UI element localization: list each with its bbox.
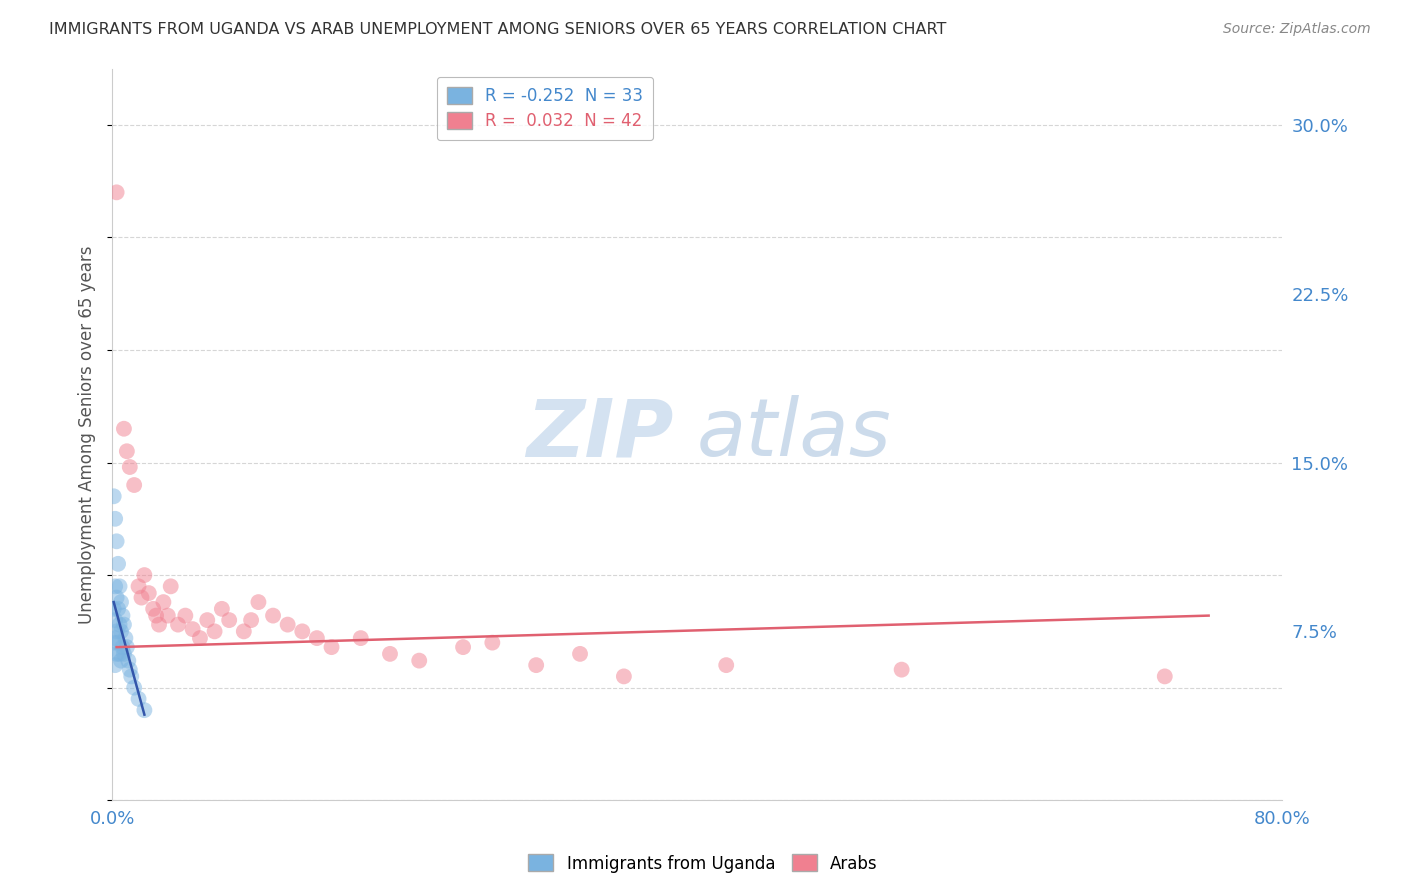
Point <box>524 658 547 673</box>
Text: IMMIGRANTS FROM UGANDA VS ARAB UNEMPLOYMENT AMONG SENIORS OVER 65 YEARS CORRELAT: IMMIGRANTS FROM UGANDA VS ARAB UNEMPLOYM… <box>49 22 946 37</box>
Point <box>156 608 179 623</box>
Point <box>138 586 160 600</box>
Point <box>104 579 127 593</box>
Point <box>115 444 138 458</box>
Point <box>291 624 314 639</box>
Point <box>112 422 135 436</box>
Point <box>204 624 226 639</box>
Point <box>350 631 373 645</box>
Point <box>148 617 170 632</box>
Text: Source: ZipAtlas.com: Source: ZipAtlas.com <box>1223 22 1371 37</box>
Y-axis label: Unemployment Among Seniors over 65 years: Unemployment Among Seniors over 65 years <box>79 245 96 624</box>
Point <box>105 186 128 200</box>
Point <box>118 460 141 475</box>
Point <box>408 654 430 668</box>
Point <box>104 631 127 645</box>
Point <box>107 557 129 571</box>
Point <box>716 658 738 673</box>
Point <box>108 647 131 661</box>
Point <box>247 595 270 609</box>
Point <box>134 703 156 717</box>
Point <box>240 613 263 627</box>
Point <box>104 613 127 627</box>
Point <box>103 602 125 616</box>
Point <box>174 608 197 623</box>
Point <box>159 579 181 593</box>
Point <box>128 579 150 593</box>
Point <box>105 534 128 549</box>
Point <box>110 624 132 639</box>
Point <box>107 602 129 616</box>
Point <box>305 631 328 645</box>
Point <box>451 640 474 654</box>
Point <box>115 640 138 654</box>
Point <box>128 692 150 706</box>
Point <box>167 617 190 632</box>
Point <box>104 658 127 673</box>
Point <box>105 647 128 661</box>
Point <box>105 624 128 639</box>
Point <box>613 669 636 683</box>
Point <box>103 489 125 503</box>
Point <box>112 647 135 661</box>
Text: atlas: atlas <box>697 395 891 474</box>
Point <box>890 663 912 677</box>
Point <box>142 602 165 616</box>
Point <box>108 617 131 632</box>
Point <box>188 631 211 645</box>
Point <box>103 635 125 649</box>
Point <box>145 608 167 623</box>
Point <box>104 512 127 526</box>
Point <box>232 624 254 639</box>
Point <box>195 613 218 627</box>
Point <box>262 608 284 623</box>
Point <box>321 640 343 654</box>
Legend: Immigrants from Uganda, Arabs: Immigrants from Uganda, Arabs <box>522 847 884 880</box>
Point <box>277 617 299 632</box>
Point <box>218 613 240 627</box>
Point <box>112 617 135 632</box>
Point <box>114 631 136 645</box>
Point <box>122 681 145 695</box>
Point <box>181 622 204 636</box>
Point <box>117 654 139 668</box>
Point <box>152 595 174 609</box>
Point <box>378 647 401 661</box>
Point <box>107 635 129 649</box>
Point <box>110 654 132 668</box>
Point <box>118 663 141 677</box>
Point <box>111 640 134 654</box>
Point <box>131 591 153 605</box>
Point <box>120 669 142 683</box>
Point <box>211 602 233 616</box>
Point <box>1153 669 1175 683</box>
Point <box>108 579 131 593</box>
Point <box>122 478 145 492</box>
Point <box>569 647 592 661</box>
Point <box>134 568 156 582</box>
Point <box>111 608 134 623</box>
Text: ZIP: ZIP <box>526 395 673 474</box>
Point <box>105 591 128 605</box>
Point <box>481 635 503 649</box>
Legend: R = -0.252  N = 33, R =  0.032  N = 42: R = -0.252 N = 33, R = 0.032 N = 42 <box>437 77 654 140</box>
Point <box>110 595 132 609</box>
